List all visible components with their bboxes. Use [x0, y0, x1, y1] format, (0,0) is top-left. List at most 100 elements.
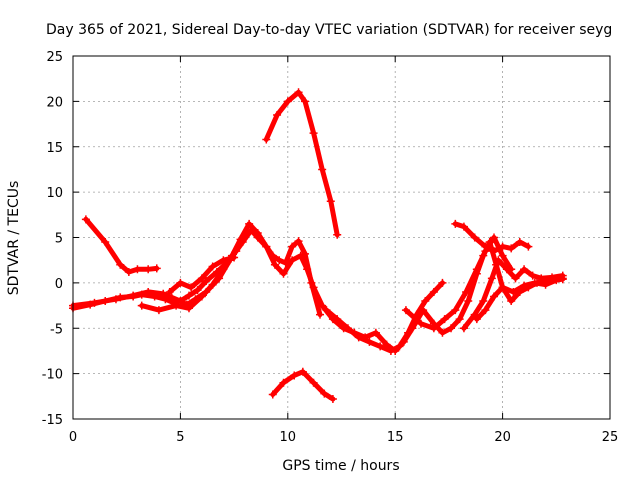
data-point: [184, 291, 193, 300]
data-point: [479, 297, 488, 306]
data-point: [470, 310, 479, 319]
data-point: [124, 267, 133, 276]
series-track-7: [268, 367, 337, 404]
data-point: [395, 342, 404, 351]
series-line: [474, 276, 566, 322]
chart-title: Day 365 of 2021, Sidereal Day-to-day VTE…: [46, 22, 612, 38]
data-point: [294, 88, 303, 97]
data-point: [507, 244, 516, 253]
data-point: [303, 265, 312, 274]
data-point: [309, 129, 318, 138]
data-point: [165, 287, 174, 296]
data-point: [279, 269, 288, 278]
data-point: [404, 328, 413, 337]
data-point: [481, 242, 490, 251]
data-point: [429, 287, 438, 296]
data-point: [326, 197, 335, 206]
data-point: [245, 219, 254, 228]
series-track-8: [322, 278, 447, 355]
data-point: [208, 280, 217, 289]
data-point: [498, 283, 507, 292]
data-point: [401, 306, 410, 315]
data-point: [152, 264, 161, 273]
data-point: [498, 242, 507, 251]
data-point: [333, 315, 342, 324]
y-tick-label: 0: [55, 277, 63, 292]
data-point: [288, 256, 297, 265]
data-point: [438, 278, 447, 287]
data-point: [187, 283, 196, 292]
data-point: [172, 301, 181, 310]
x-tick-label: 15: [387, 430, 404, 445]
data-point: [451, 219, 460, 228]
data-point: [541, 280, 550, 289]
data-point: [197, 274, 206, 283]
data-point: [416, 319, 425, 328]
x-axis-label: GPS time / hours: [282, 458, 399, 474]
data-point: [472, 315, 481, 324]
y-tick-label: -5: [50, 322, 63, 337]
data-point: [490, 247, 499, 256]
series-track-12: [472, 275, 567, 324]
data-point: [144, 265, 153, 274]
data-point: [552, 276, 561, 285]
series-track-6: [262, 88, 342, 239]
data-point: [268, 390, 277, 399]
data-point: [253, 228, 262, 237]
data-point: [219, 265, 228, 274]
data-point: [262, 242, 271, 251]
data-point: [462, 287, 471, 296]
data-point: [509, 287, 518, 296]
data-point: [176, 297, 185, 306]
data-point: [309, 283, 318, 292]
data-point: [81, 215, 90, 224]
data-point: [296, 251, 305, 260]
data-point: [219, 256, 228, 265]
data-point: [376, 342, 385, 351]
data-point: [288, 242, 297, 251]
data-point: [275, 256, 284, 265]
x-tick-label: 25: [602, 430, 619, 445]
data-point: [298, 367, 307, 376]
y-tick-label: -10: [42, 368, 63, 383]
x-tick-label: 5: [176, 430, 184, 445]
data-point: [429, 324, 438, 333]
data-point: [524, 242, 533, 251]
data-point: [320, 389, 329, 398]
y-axis-label: SDTVAR / TECUs: [6, 181, 22, 296]
series-track-4: [137, 251, 236, 315]
data-point: [447, 324, 456, 333]
data-point: [309, 378, 318, 387]
y-tick-label: 15: [46, 141, 63, 156]
data-point: [498, 251, 507, 260]
data-point: [507, 297, 516, 306]
data-point: [283, 97, 292, 106]
axis-ticks: 0 5 10 15 20 25 25 20 15 10 5 0 -5 -10 -15: [42, 50, 619, 445]
data-point: [90, 298, 99, 307]
data-point: [365, 337, 374, 346]
x-tick-label: 20: [494, 430, 511, 445]
data-point: [371, 328, 380, 337]
data-point: [438, 328, 447, 337]
data-point: [537, 274, 546, 283]
series-track-9: [401, 233, 516, 333]
data-point: [530, 278, 539, 287]
series-group: [69, 88, 567, 404]
y-tick-label: 5: [55, 232, 63, 247]
data-point: [176, 278, 185, 287]
y-tick-label: 25: [46, 50, 63, 65]
data-point: [137, 301, 146, 310]
data-point: [318, 301, 327, 310]
data-point: [116, 260, 125, 269]
series-track-5: [165, 253, 239, 296]
y-tick-label: 20: [46, 95, 63, 110]
data-point: [111, 295, 120, 304]
data-point: [318, 165, 327, 174]
data-point: [270, 260, 279, 269]
data-point: [230, 253, 239, 262]
grid: [73, 56, 610, 419]
data-point: [144, 287, 153, 296]
data-point: [490, 233, 499, 242]
data-point: [101, 238, 110, 247]
